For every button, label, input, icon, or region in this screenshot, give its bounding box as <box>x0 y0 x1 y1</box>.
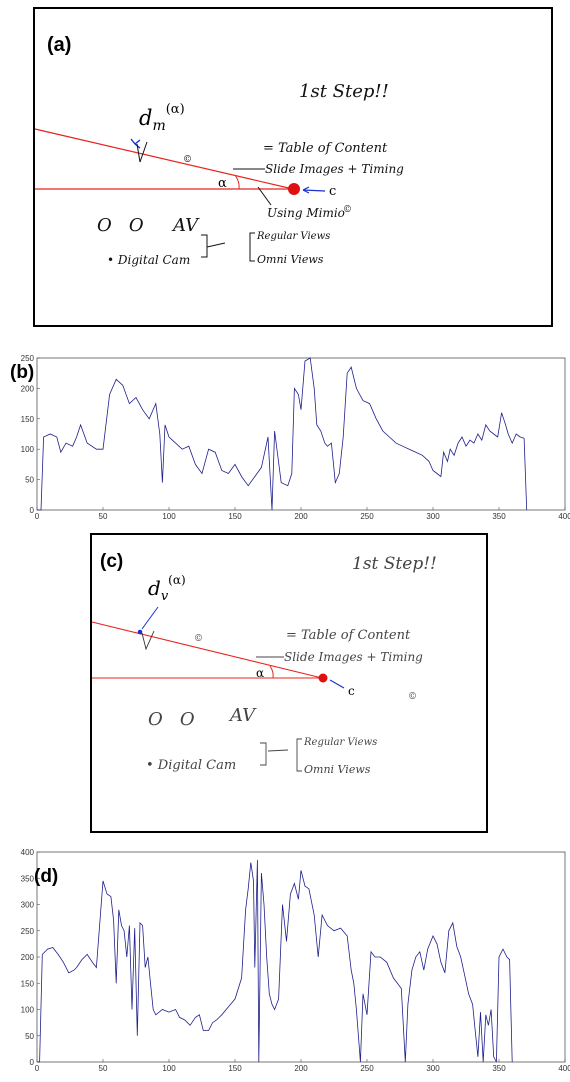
x-tick-label: 350 <box>492 1064 506 1073</box>
x-tick-label: 50 <box>99 1064 108 1073</box>
panel-a-angle-label: α <box>218 176 227 191</box>
panel-a-brace <box>249 232 255 262</box>
y-tick-label: 250 <box>21 354 35 363</box>
panel-d-label: (d) <box>34 866 59 887</box>
panel-c-frame <box>90 533 488 833</box>
panel-c-note-step: 1st Step!! <box>352 554 437 574</box>
panel-a-frame <box>33 7 553 327</box>
x-tick-label: 400 <box>558 512 570 521</box>
panel-c-angle-label: α <box>256 666 264 680</box>
y-tick-label: 100 <box>21 445 35 454</box>
x-tick-label: 200 <box>294 512 308 521</box>
x-tick-label: 150 <box>228 512 242 521</box>
panel-c-point-label: c <box>348 684 355 698</box>
panel-a-note-step: 1st Step!! <box>299 81 389 102</box>
y-tick-label: 50 <box>25 476 34 485</box>
chart-d-axes-box <box>36 851 566 1063</box>
panel-a: (a) α c dm(α) © 1st Step!! = Table of Co… <box>33 7 553 327</box>
panel-a-mimio-arrow <box>257 186 272 206</box>
panel-c-note-copyright: © <box>194 634 203 644</box>
x-tick-label: 150 <box>228 1064 242 1073</box>
chart-d: 0 50 100 150 200 250 300 350 400 0 50 100 150 200 250 3… <box>21 848 570 1073</box>
x-tick-label: 0 <box>35 1064 40 1073</box>
panel-a-note-toc: = Table of Content <box>263 141 388 156</box>
y-tick-label: 300 <box>21 901 35 910</box>
panel-a-drawing: (a) α c dm(α) © 1st Step!! = Table of Co… <box>33 7 553 327</box>
x-tick-label: 100 <box>162 512 176 521</box>
panel-b-label: (b) <box>10 362 35 383</box>
panel-a-note-copyright: © <box>183 155 192 165</box>
x-tick-label: 250 <box>360 1064 374 1073</box>
panel-c-brace <box>296 738 302 772</box>
y-tick-label: 250 <box>21 927 35 936</box>
panel-c-note-oo: O O <box>148 709 195 730</box>
y-tick-label: 0 <box>30 1058 35 1067</box>
x-tick-label: 50 <box>99 512 108 521</box>
panel-c-bracket <box>260 742 289 766</box>
panel-c-note-regular: Regular Views <box>303 737 377 748</box>
panel-a-point-label: c <box>329 184 336 199</box>
panel-c-note-omni: Omni Views <box>304 763 371 776</box>
panel-c-label: (c) <box>100 551 123 572</box>
panel-a-note-cam: • Digital Cam <box>107 253 190 267</box>
panel-a-note-copyright-2: © <box>343 205 352 215</box>
x-tick-label: 300 <box>426 512 440 521</box>
x-tick-label: 250 <box>360 512 374 521</box>
panel-c-note-copyright-2: © <box>408 692 417 702</box>
x-tick-label: 200 <box>294 1064 308 1073</box>
panel-c-center-point <box>318 673 328 683</box>
checkmark-icon <box>141 630 155 651</box>
panel-c-c-pointer <box>329 679 345 689</box>
panel-a-note-mimio: Using Mimio <box>267 206 345 220</box>
y-tick-label: 400 <box>21 848 35 857</box>
chart-b-series-line <box>37 357 528 511</box>
panel-c-note-cam: • Digital Cam <box>146 758 236 773</box>
panel-a-note-slides: Slide Images + Timing <box>265 162 404 176</box>
y-tick-label: 0 <box>30 506 35 515</box>
panel-c-note-av: AV <box>228 705 257 726</box>
panel-c-drawing: (c) α c dv(α) © 1st Step!! = Table of Co… <box>90 533 488 833</box>
panel-a-label: (a) <box>47 34 71 56</box>
panel-b: 0 50 100 150 200 250 300 350 400 0 50 100 150 200 250 … <box>0 346 570 528</box>
y-tick-label: 350 <box>21 874 35 883</box>
x-tick-label: 350 <box>492 512 506 521</box>
chart-b-axes-box <box>36 357 566 511</box>
panel-a-c-pointer <box>302 189 326 192</box>
panel-a-note-av: AV <box>171 215 200 236</box>
panel-c-symbol: dv(α) <box>148 573 186 604</box>
panel-c-inclined-ray <box>91 621 323 679</box>
panel-c-note-toc: = Table of Content <box>286 628 411 643</box>
y-tick-label: 200 <box>21 953 35 962</box>
panel-a-angle-arc <box>234 174 240 190</box>
panel-c-marker-icon <box>137 629 143 635</box>
panel-c-note-slides: Slide Images + Timing <box>284 650 423 664</box>
panel-a-note-regular: Regular Views <box>256 231 330 242</box>
chart-b: 0 50 100 150 200 250 300 350 400 0 50 100 150 200 250 <box>21 354 570 521</box>
panel-a-note-omni: Omni Views <box>257 253 324 266</box>
panel-a-inclined-ray <box>34 128 294 190</box>
y-tick-label: 150 <box>21 415 35 424</box>
x-tick-label: 100 <box>162 1064 176 1073</box>
chart-d-series-line <box>37 859 513 1063</box>
x-tick-label: 300 <box>426 1064 440 1073</box>
arrow-head-icon <box>302 186 310 194</box>
checkmark-icon <box>136 141 148 163</box>
y-tick-label: 150 <box>21 979 35 988</box>
panel-c: (c) α c dv(α) © 1st Step!! = Table of Co… <box>90 533 488 833</box>
panel-a-bracket <box>201 234 226 258</box>
y-tick-label: 100 <box>21 1006 35 1015</box>
y-tick-label: 200 <box>21 384 35 393</box>
y-tick-label: 50 <box>25 1032 34 1041</box>
panel-c-symbol-pointer <box>141 606 159 630</box>
panel-c-angle-arc <box>269 665 274 679</box>
panel-d: 0 50 100 150 200 250 300 350 400 0 50 100 150 200 250 3… <box>0 846 570 1082</box>
panel-a-symbol: dm(α) <box>139 102 185 134</box>
panel-a-center-point <box>288 183 300 195</box>
panel-a-note-oo: O O <box>97 215 144 236</box>
x-tick-label: 0 <box>35 512 40 521</box>
x-tick-label: 400 <box>558 1064 570 1073</box>
